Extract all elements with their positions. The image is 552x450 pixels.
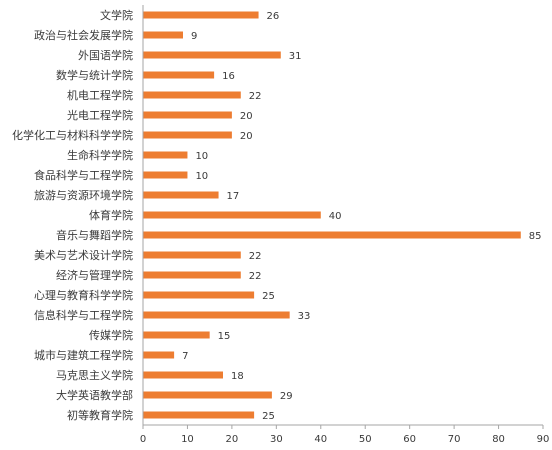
- data-label: 18: [231, 371, 244, 382]
- axes: 0 10 20 30 40 50 60 70 80 90: [140, 5, 550, 445]
- bar: [143, 151, 188, 159]
- category-label: 旅游与资源环境学院: [34, 188, 133, 202]
- data-label: 22: [249, 271, 262, 282]
- category-label: 体育学院: [89, 208, 133, 222]
- x-tick-label: 0: [140, 434, 146, 445]
- data-label: 22: [249, 91, 262, 102]
- category-label: 美术与艺术设计学院: [34, 248, 133, 262]
- bar: [143, 371, 223, 379]
- category-label: 信息科学与工程学院: [34, 308, 133, 322]
- bar: [143, 351, 175, 359]
- category-label: 大学英语教学部: [56, 388, 133, 402]
- x-tick-label: 30: [270, 434, 283, 445]
- data-label: 22: [249, 251, 262, 262]
- x-tick-label: 60: [403, 434, 416, 445]
- data-label: 33: [298, 311, 311, 322]
- bar: [143, 11, 259, 19]
- bars-layer: [143, 11, 521, 419]
- category-label: 政治与社会发展学院: [34, 28, 133, 42]
- category-label: 外国语学院: [78, 48, 133, 62]
- x-tick-label: 80: [492, 434, 505, 445]
- bar: [143, 211, 321, 219]
- category-label: 机电工程学院: [67, 88, 133, 102]
- x-tick-label: 20: [226, 434, 239, 445]
- category-label: 传媒学院: [89, 328, 133, 342]
- category-labels: 文学院政治与社会发展学院外国语学院数学与统计学院机电工程学院光电工程学院化学化工…: [12, 8, 133, 422]
- category-label: 化学化工与材料科学学院: [12, 128, 133, 142]
- category-label: 音乐与舞蹈学院: [56, 228, 133, 242]
- category-label: 光电工程学院: [67, 108, 133, 122]
- data-label: 17: [227, 191, 240, 202]
- data-label: 9: [191, 31, 197, 42]
- x-tick-label: 90: [537, 434, 550, 445]
- bar: [143, 51, 281, 59]
- category-label: 生命科学学院: [67, 148, 133, 162]
- bar: [143, 311, 290, 319]
- bar: [143, 411, 255, 419]
- data-label: 16: [222, 71, 235, 82]
- bar: [143, 391, 272, 399]
- category-label: 文学院: [100, 8, 133, 22]
- bar: [143, 231, 521, 239]
- category-label: 初等教育学院: [67, 408, 133, 422]
- data-label: 25: [262, 411, 275, 422]
- x-tick-label: 40: [314, 434, 327, 445]
- data-label: 25: [262, 291, 275, 302]
- data-label: 15: [218, 331, 231, 342]
- bar: [143, 71, 215, 79]
- category-label: 经济与管理学院: [56, 268, 133, 282]
- category-label: 城市与建筑工程学院: [34, 348, 133, 362]
- bar: [143, 91, 241, 99]
- x-tick-label: 70: [448, 434, 461, 445]
- bar: [143, 131, 232, 139]
- data-label: 29: [280, 391, 293, 402]
- category-label: 马克思主义学院: [56, 368, 133, 382]
- bar: [143, 331, 210, 339]
- data-label: 40: [329, 211, 342, 222]
- bar: [143, 271, 241, 279]
- data-label: 10: [195, 171, 208, 182]
- data-label: 20: [240, 131, 253, 142]
- bar: [143, 191, 219, 199]
- bar: [143, 111, 232, 119]
- bar: [143, 31, 183, 39]
- data-label: 7: [182, 351, 188, 362]
- category-label: 食品科学与工程学院: [34, 168, 133, 182]
- data-label: 26: [267, 11, 280, 22]
- bar: [143, 291, 255, 299]
- bar: [143, 171, 188, 179]
- bar: [143, 251, 241, 259]
- x-tick-label: 10: [181, 434, 194, 445]
- data-label: 20: [240, 111, 253, 122]
- category-label: 数学与统计学院: [56, 68, 133, 82]
- data-label: 85: [529, 231, 542, 242]
- data-label: 31: [289, 51, 302, 62]
- data-label: 10: [195, 151, 208, 162]
- x-tick-label: 50: [359, 434, 372, 445]
- category-label: 心理与教育科学学院: [34, 288, 133, 302]
